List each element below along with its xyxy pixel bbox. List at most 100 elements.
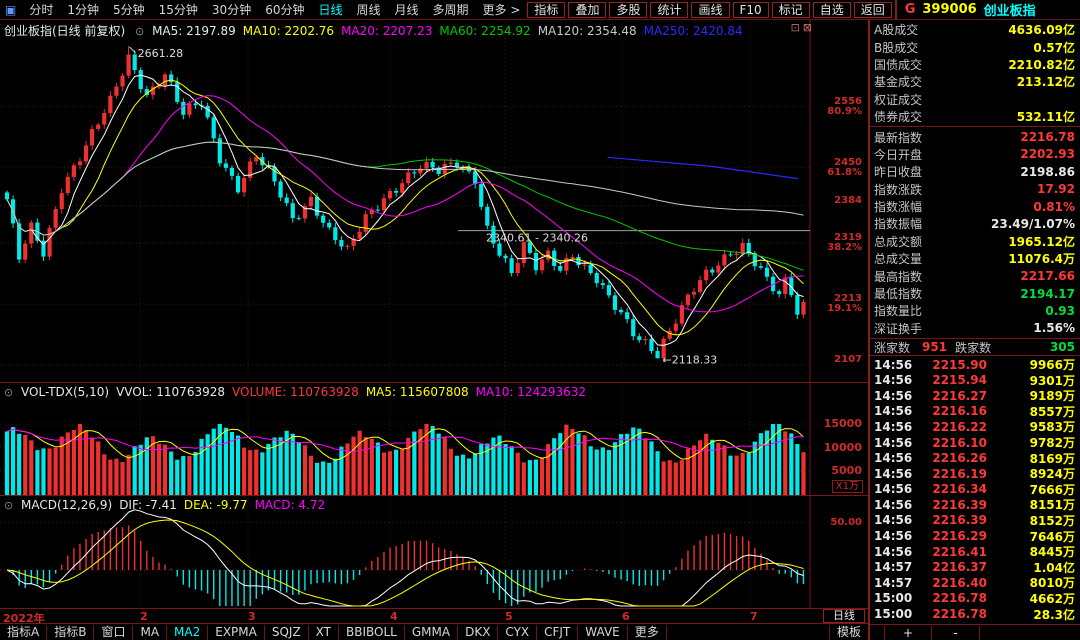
indicator-button-GMMA[interactable]: GMMA xyxy=(405,624,459,640)
period-tab-分时[interactable]: 分时 xyxy=(29,2,54,17)
zoom-out-button[interactable]: - xyxy=(932,625,980,640)
indicator-button-SQJZ[interactable]: SQJZ xyxy=(265,624,309,640)
zoom-in-button[interactable]: + xyxy=(884,625,932,640)
panel-row: 债券成交 532.11亿 xyxy=(870,108,1080,125)
indicator-button-EXPMA[interactable]: EXPMA xyxy=(208,624,265,640)
tick-volume: 8151万 xyxy=(1029,498,1075,513)
security-name[interactable]: 创业板指 xyxy=(983,4,1036,19)
panel-row-label: 指数涨幅 xyxy=(874,200,923,215)
ma-value-labels: MA5: 2197.89 MA10: 2202.76 MA20: 2207.23 MA… xyxy=(152,24,750,38)
indicator-toolbar: 指标A 指标B 窗口 MA MA2 EXPMA SQJZ XT BBIBOLL GMMA DKX CY… xyxy=(0,624,868,640)
tick-volume: 8169万 xyxy=(1029,451,1075,466)
panel-row-label: 总成交额 xyxy=(874,234,923,249)
price-axis-label: 2213 xyxy=(834,293,862,305)
indicator-button-XT[interactable]: XT xyxy=(309,624,340,640)
price-axis-percent: 19.1% xyxy=(827,303,862,315)
tick-row: 14:56 2216.29 7646万 xyxy=(870,528,1080,544)
indicator-button-CYX[interactable]: CYX xyxy=(498,624,538,640)
indicator-button-指标B[interactable]: 指标B xyxy=(47,624,95,640)
action-button-返回[interactable]: 返回 xyxy=(853,1,892,18)
indicator-button-WAVE[interactable]: WAVE xyxy=(578,624,628,640)
action-button-标记[interactable]: 标记 xyxy=(771,1,810,18)
tick-volume: 1.04亿 xyxy=(1033,560,1075,575)
volume-unit-label: X1万 xyxy=(831,480,863,493)
period-tab-多周期[interactable]: 多周期 xyxy=(432,2,469,17)
panel-row-label: 指数振幅 xyxy=(874,217,923,232)
pane-collapse-icon[interactable]: ⊙ xyxy=(135,25,145,38)
tick-price: 2215.90 xyxy=(932,357,987,372)
panel-row: 深证换手 1.56% xyxy=(870,320,1080,337)
indicator-button-更多[interactable]: 更多 xyxy=(628,624,667,640)
tick-price: 2216.34 xyxy=(932,482,987,497)
tick-row: 15:00 2216.78 4662万 xyxy=(870,590,1080,606)
pane-expand-icon[interactable]: ⊡ xyxy=(790,21,800,34)
tick-time: 14:56 xyxy=(874,388,913,403)
panel-row: 指数振幅 23.49/1.07% xyxy=(870,215,1080,232)
period-indicator-box[interactable]: 日线 xyxy=(823,609,865,623)
security-code[interactable]: 399006 xyxy=(922,2,977,17)
vol-label: VOL-TDX(5,10) xyxy=(21,385,110,399)
indicator-button-MA[interactable]: MA xyxy=(133,624,168,640)
action-button-统计[interactable]: 统计 xyxy=(650,1,689,18)
indicator-button-CFJT[interactable]: CFJT xyxy=(537,624,579,640)
ma-label: MA5: 2197.89 xyxy=(152,24,236,38)
panel-row-label: 最高指数 xyxy=(874,269,923,284)
panel-row-label: 深证换手 xyxy=(874,321,923,336)
macd-pane[interactable]: ⊙ MACD(12,26,9) DIF: -7.41 DEA: -9.77 MACD:… xyxy=(0,496,868,609)
indicator-button-窗口[interactable]: 窗口 xyxy=(94,624,134,640)
tick-row: 14:56 2216.27 9189万 xyxy=(870,387,1080,404)
period-tab-5分钟[interactable]: 5分钟 xyxy=(113,2,145,17)
tick-row: 14:56 2215.94 9301万 xyxy=(870,372,1080,388)
period-tab-60分钟[interactable]: 60分钟 xyxy=(265,2,305,17)
layout-icon[interactable]: ▣ xyxy=(5,2,17,17)
price-pane-header: 创业板指(日线 前复权) ⊙ MA5: 2197.89 MA10: 2202.76… xyxy=(4,22,752,39)
tick-list[interactable]: 14:56 2215.90 9966万 14:56 2215.94 9301万 14:56 2… xyxy=(870,356,1080,622)
period-tab-15分钟[interactable]: 15分钟 xyxy=(158,2,198,17)
toolbar-actions: 指标 叠加 多股 统计 画线 F10 标记 自选 返回 xyxy=(527,1,894,18)
tick-price: 2216.39 xyxy=(932,513,987,528)
month-label: 5 xyxy=(505,610,513,623)
panel-row-value: 2210.82亿 xyxy=(1008,57,1075,72)
panel-row-value: 2198.86 xyxy=(1020,164,1075,179)
period-tab-1分钟[interactable]: 1分钟 xyxy=(67,2,99,17)
tick-row: 14:56 2216.41 8445万 xyxy=(870,543,1080,560)
period-tab-月线[interactable]: 月线 xyxy=(394,2,419,17)
volume-pane[interactable]: ⊙ VOL-TDX(5,10) VVOL: 110763928 VOLUME: 11… xyxy=(0,383,868,496)
action-button-F10[interactable]: F10 xyxy=(732,1,769,18)
tick-time: 14:56 xyxy=(874,466,913,481)
tick-price: 2216.37 xyxy=(932,560,987,575)
pane-collapse-icon[interactable]: ⊙ xyxy=(4,499,14,512)
indicator-button-DKX[interactable]: DKX xyxy=(458,624,499,640)
tick-row: 14:56 2216.34 7666万 xyxy=(870,481,1080,497)
panel-row-label: 最新指数 xyxy=(874,130,923,145)
pane-close-icon[interactable]: ⊠ xyxy=(802,21,812,34)
pane-collapse-icon[interactable]: ⊙ xyxy=(4,386,14,399)
panel-row: B股成交 0.57亿 xyxy=(870,38,1080,55)
price-chart-pane[interactable]: 2661.28 2340.61 - 2340.26 ←2118.33 创业板指(日线… xyxy=(0,20,868,383)
template-button[interactable]: 模板 xyxy=(828,624,868,640)
panel-row-label: B股成交 xyxy=(874,40,919,55)
panel-row-label: 总成交量 xyxy=(874,252,923,267)
price-axis-percent: 80.9% xyxy=(827,105,862,117)
indicator-button-BBIBOLL[interactable]: BBIBOLL xyxy=(339,624,405,640)
action-button-多股[interactable]: 多股 xyxy=(609,1,648,18)
action-button-自选[interactable]: 自选 xyxy=(812,1,851,18)
ma-label: MA60: 2254.92 xyxy=(439,24,531,38)
action-button-指标[interactable]: 指标 xyxy=(527,1,566,18)
indicator-button-MA2[interactable]: MA2 xyxy=(167,624,209,640)
panel-row-value: 11076.4万 xyxy=(1008,252,1075,267)
ma-label: MA20: 2207.23 xyxy=(341,24,433,38)
macd-pane-header: ⊙ MACD(12,26,9) DIF: -7.41 DEA: -9.77 MACD:… xyxy=(4,498,334,512)
tick-row: 14:56 2216.39 8151万 xyxy=(870,496,1080,513)
period-tab-日线[interactable]: 日线 xyxy=(318,2,343,17)
indicator-button-指标A[interactable]: 指标A xyxy=(0,624,48,640)
tick-price: 2216.27 xyxy=(932,388,987,403)
panel-row: 基金成交 213.12亿 xyxy=(870,73,1080,90)
month-label: 3 xyxy=(248,610,256,623)
period-tab-周线[interactable]: 周线 xyxy=(356,2,381,17)
action-button-画线[interactable]: 画线 xyxy=(691,1,730,18)
period-tab-30分钟[interactable]: 30分钟 xyxy=(211,2,252,17)
tick-price: 2216.41 xyxy=(932,544,987,559)
action-button-叠加[interactable]: 叠加 xyxy=(568,1,607,18)
period-tab-更多[interactable]: 更多 > xyxy=(482,2,521,17)
